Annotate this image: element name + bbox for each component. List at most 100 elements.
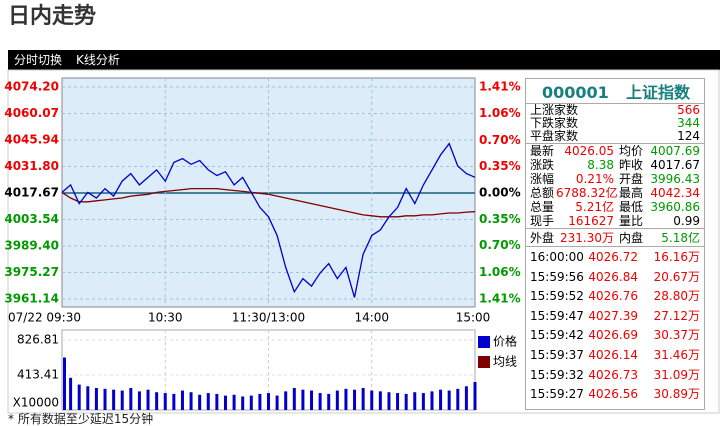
stat-value: 4017.67: [650, 158, 700, 172]
toolbar: [8, 50, 720, 70]
trade-price: 4026.14: [588, 348, 638, 362]
stat-value: 4042.34: [650, 186, 700, 200]
trade-time: 15:59:42: [530, 328, 584, 343]
tab[interactable]: 分时切换: [14, 53, 63, 67]
stat-label: 涨跌: [530, 158, 555, 172]
y-tick-label: 3961.14: [4, 292, 59, 306]
volume-bar: [473, 382, 477, 410]
breadth-value: 344: [677, 116, 700, 130]
y-tick-label: 4031.80: [4, 159, 59, 173]
y2-tick-label: 0.35%: [479, 212, 521, 226]
stat-value: 3960.86: [650, 200, 700, 214]
stat-value: 8.38: [587, 158, 614, 172]
volume-bar: [112, 389, 116, 410]
breadth-label: 平盘家数: [530, 129, 579, 143]
legend-swatch: [478, 356, 490, 368]
trade-time: 15:59:32: [530, 367, 584, 382]
y-tick-label: 3975.27: [4, 265, 59, 279]
volume-bar: [310, 390, 314, 410]
stat-value: 0.21%: [575, 172, 614, 186]
volume-bar: [413, 392, 417, 410]
trade-volume: 28.80万: [653, 289, 700, 304]
volume-bar: [275, 395, 279, 410]
volume-bar: [69, 377, 73, 410]
stat-value: 5.21亿: [575, 200, 614, 214]
stat-value: 4026.05: [564, 144, 614, 158]
y2-tick-label: 0.70%: [479, 238, 521, 252]
volume-bar: [378, 391, 382, 410]
series-line: [61, 142, 476, 298]
trade-price: 4026.72: [588, 250, 638, 264]
y2-tick-label: 0.70%: [479, 133, 521, 147]
volume-bar: [241, 396, 245, 410]
stat-label: 最低: [619, 200, 644, 214]
volume-bar: [206, 393, 210, 410]
trade-time: 15:59:52: [530, 289, 584, 304]
volume-bar: [94, 387, 98, 410]
volume-bar: [284, 391, 288, 410]
volume-bar: [189, 392, 193, 410]
volume-tick-label: 413.41: [17, 367, 59, 381]
stat-value: 3996.43: [650, 172, 700, 186]
breadth-value: 566: [677, 103, 700, 117]
volume-bar: [370, 390, 374, 410]
y-tick-label: 3989.40: [4, 239, 59, 253]
stat-label: 昨收: [619, 158, 644, 172]
x-tick-label: 11:30/13:00: [232, 311, 305, 325]
volume-bar: [120, 390, 124, 410]
volume-bar: [464, 386, 468, 410]
trade-price: 4027.39: [588, 308, 638, 323]
trade-volume: 20.67万: [653, 269, 700, 284]
breadth-label: 下跌家数: [530, 116, 579, 130]
volume-bar: [258, 393, 262, 410]
volume-bar: [198, 394, 202, 410]
y2-tick-label: 1.06%: [479, 106, 521, 120]
trade-volume: 30.37万: [653, 328, 700, 343]
volume-bar: [155, 392, 159, 410]
trade-time: 16:00:00: [530, 250, 584, 264]
volume-bar: [353, 389, 357, 410]
series-line: [61, 187, 476, 218]
volume-bar: [63, 357, 66, 410]
volume-bar: [146, 389, 150, 410]
quote-panel: 000001 上证指数 上涨家数 566 下跌家数 344 平盘家数 124 最新 4026.05…: [525, 78, 705, 410]
volume-bar: [318, 393, 322, 410]
trade-volume: 31.09万: [653, 367, 700, 382]
volume-bar: [430, 391, 434, 410]
stat-label: 开盘: [619, 172, 644, 186]
breadth-value: 124: [677, 129, 700, 143]
legend-label: 均线: [493, 355, 517, 369]
volume-bar: [267, 393, 270, 410]
trade-price: 4026.56: [588, 387, 638, 402]
x-tick-label: 07/22 09:30: [8, 311, 81, 325]
volume-bar: [249, 395, 253, 410]
stat-value: 0.99: [673, 214, 700, 228]
volume-bar: [86, 386, 90, 410]
trade-time: 15:59:47: [530, 308, 584, 323]
volume-bar: [361, 387, 365, 410]
volume-bar: [129, 387, 133, 410]
y2-tick-label: 1.41%: [479, 292, 521, 306]
frame: [7, 69, 720, 414]
trade-volume: 27.12万: [653, 308, 700, 323]
volume-bar: [232, 394, 236, 410]
stat-label: 均价: [619, 144, 644, 158]
volume-bar: [163, 393, 167, 410]
y-tick-label: 4017.67: [4, 186, 59, 200]
volume-bar: [137, 391, 141, 410]
volume-bar: [456, 388, 460, 410]
y-tick-label: 4045.94: [4, 132, 59, 146]
trade-price: 4026.76: [588, 289, 638, 304]
y2-tick-label: 1.41%: [479, 80, 521, 94]
stat-label: 最新: [530, 144, 555, 158]
tab[interactable]: K线分析: [76, 53, 120, 67]
volume-bar: [439, 389, 443, 410]
stat-label: 外盘: [530, 231, 555, 245]
stat-value: 161627: [568, 214, 614, 228]
volume-bar: [77, 384, 81, 410]
stat-label: 涨幅: [530, 172, 555, 186]
y-tick-label: 4074.20: [4, 80, 59, 94]
divider: [526, 246, 704, 247]
